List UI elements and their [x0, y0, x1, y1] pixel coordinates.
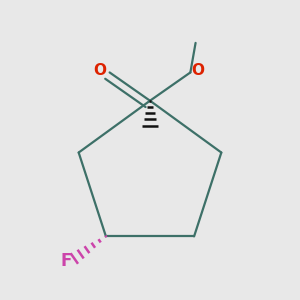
Text: F: F — [61, 252, 72, 270]
Text: O: O — [94, 63, 107, 78]
Text: O: O — [192, 63, 205, 78]
